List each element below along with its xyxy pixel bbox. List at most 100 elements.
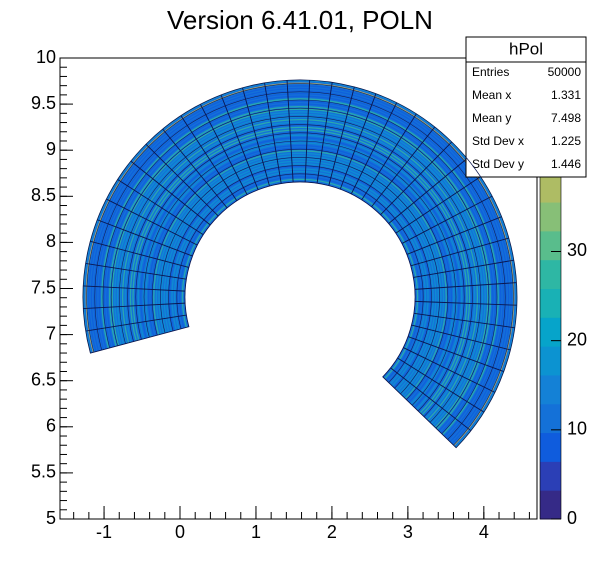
- y-tick-label: 6: [46, 416, 56, 436]
- palette-band: [540, 259, 561, 289]
- ring-cell-edge: [143, 140, 457, 448]
- x-tick-label: 0: [175, 522, 185, 542]
- ring-cell-edge: [184, 181, 416, 413]
- ring-cell-edge: [110, 107, 490, 448]
- ring-sector-edge: [414, 282, 517, 290]
- ring-sector-edge: [180, 115, 238, 202]
- ring-sector-edge: [380, 141, 453, 216]
- z-tick-label: 20: [567, 329, 587, 349]
- y-tick-label: 9.5: [31, 93, 56, 113]
- y-tick-label: 8.5: [31, 185, 56, 205]
- stats-value: 1.225: [551, 134, 581, 148]
- ring-sector-edge: [401, 195, 493, 244]
- chart-title: Version 6.41.01, POLN: [167, 5, 433, 35]
- palette-band: [540, 403, 561, 434]
- y-tick-label: 9: [46, 139, 56, 159]
- palette-band: [540, 374, 561, 405]
- ring-sector-edge: [371, 126, 436, 208]
- ring-sector-edge: [264, 82, 282, 184]
- x-tick-label: -1: [96, 522, 112, 542]
- ring-cell-row: [90, 87, 510, 448]
- polar-histogram: [82, 80, 518, 448]
- ring-cell-row: [124, 121, 476, 448]
- y-tick-label: 7.5: [31, 277, 56, 297]
- ring-sector-edge: [407, 336, 504, 372]
- stats-label: Mean y: [472, 111, 511, 125]
- ring-cell-row: [147, 144, 453, 448]
- ring-sector-edge: [286, 80, 294, 183]
- ring-cell-row: [85, 82, 515, 448]
- ring-sector-edge: [85, 314, 187, 332]
- z-tick-label: 30: [567, 240, 587, 260]
- ring-sector-edge: [390, 367, 472, 432]
- palette-band: [540, 202, 561, 232]
- ring-sector-edge: [411, 324, 511, 351]
- ring-sector-edge: [403, 347, 496, 393]
- ring-sector-edge: [328, 86, 355, 186]
- ring-sector-edge: [414, 300, 517, 306]
- palette-band: [540, 173, 561, 203]
- ring-cell-row: [82, 80, 518, 448]
- ring-sector-edge: [395, 176, 481, 234]
- ring-cell-row: [140, 137, 460, 448]
- ring-sector-edge: [199, 104, 248, 196]
- ring-sector-edge: [117, 179, 204, 236]
- y-tick-label: 5.5: [31, 462, 56, 482]
- stats-value: 7.498: [551, 111, 581, 125]
- ring-cell-row: [103, 100, 497, 448]
- ring-sector-edge: [406, 216, 502, 255]
- ring-sector-edge: [97, 219, 193, 257]
- palette-band: [540, 346, 561, 376]
- ring-sector-edge: [388, 158, 468, 224]
- ring-cell-row: [142, 139, 458, 448]
- stats-label: Std Dev y: [472, 157, 524, 171]
- ring-cell-row: [95, 92, 505, 448]
- x-tick-label: 3: [403, 522, 413, 542]
- ring-cell-edge: [102, 99, 498, 448]
- y-tick-label: 6.5: [31, 369, 56, 389]
- ring-cell-row: [119, 116, 481, 448]
- x-tick-label: 1: [251, 522, 261, 542]
- ring-cell-edge: [135, 132, 465, 448]
- ring-cell-edge: [119, 116, 481, 448]
- y-tick-label: 8: [46, 231, 56, 251]
- palette-band: [540, 230, 561, 261]
- stats-value: 1.331: [551, 88, 581, 102]
- ring-cell-row: [101, 98, 499, 448]
- ring-cell-edge: [86, 83, 514, 448]
- ring-cell-edge: [127, 124, 473, 448]
- stats-title: hPol: [509, 39, 543, 58]
- ring-sector-edge: [316, 82, 333, 184]
- ring-sector-edge: [220, 94, 259, 191]
- ring-sector-edge: [361, 113, 417, 201]
- stats-value: 1.446: [551, 157, 581, 171]
- ring-cell-row: [98, 95, 502, 448]
- z-tick-label: 10: [567, 419, 587, 439]
- ring-cell-row: [106, 103, 494, 448]
- ring-sector-edge: [85, 262, 187, 280]
- stats-label: Entries: [472, 65, 509, 79]
- ring-cell-row: [121, 118, 479, 448]
- ring-sector-edge: [410, 237, 509, 267]
- ring-sector-edge: [162, 128, 228, 209]
- stats-frame: [465, 36, 587, 178]
- ring-cell-row: [114, 111, 486, 448]
- palette-band: [540, 288, 561, 318]
- ring-sector-edge: [90, 240, 189, 268]
- ring-cell-row: [93, 90, 507, 448]
- palette-band: [540, 490, 561, 520]
- palette-band: [540, 317, 561, 347]
- stats-value: 50000: [548, 65, 582, 79]
- ring-sector-edge: [145, 143, 219, 217]
- z-tick-label: 0: [567, 508, 577, 528]
- ring-sector-edge: [339, 93, 377, 190]
- x-tick-label: 2: [327, 522, 337, 542]
- ring-cell-row: [129, 126, 471, 448]
- ring-sector-edge: [350, 102, 398, 195]
- ring-cell-edge: [94, 91, 506, 448]
- ring-sector-edge: [83, 285, 186, 292]
- ring-sector-edge: [413, 259, 514, 278]
- ring-cell-row: [111, 108, 489, 448]
